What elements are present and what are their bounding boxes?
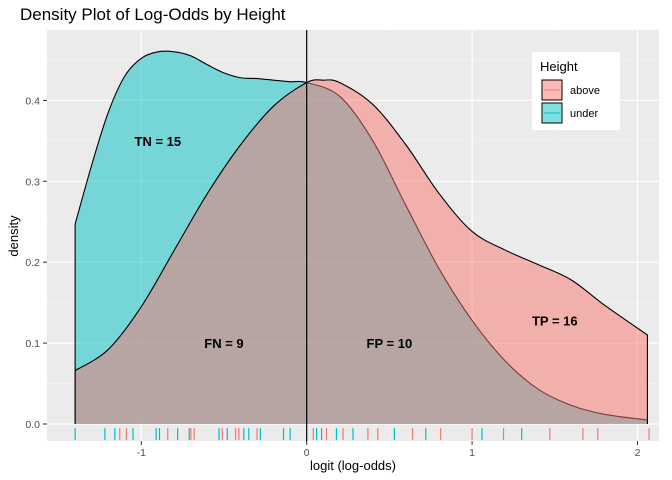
- y-tick-label: 0.0: [25, 419, 40, 431]
- annotation-label: FN = 9: [204, 336, 243, 351]
- annotation-label: FP = 10: [367, 336, 413, 351]
- rug-marks: [74, 428, 650, 440]
- x-tick-label: 2: [635, 447, 641, 459]
- x-tick-label: -1: [137, 447, 146, 459]
- density-series: [74, 30, 648, 441]
- x-tick-label: 0: [304, 447, 310, 459]
- x-axis-title: logit (log-odds): [310, 458, 396, 473]
- legend-label-under: under: [570, 108, 598, 120]
- annotation-label: TP = 16: [532, 313, 578, 328]
- y-tick-label: 0.1: [25, 338, 40, 350]
- chart-title: Density Plot of Log-Odds by Height: [20, 5, 286, 24]
- density-line-above: [74, 79, 648, 425]
- legend-label-above: above: [570, 85, 600, 97]
- annotation-label: TN = 15: [135, 134, 182, 149]
- legend: Height above under: [532, 52, 620, 130]
- y-axis-title: density: [6, 215, 21, 257]
- y-tick-label: 0.2: [25, 257, 40, 269]
- annotations: TN = 15 FN = 9 FP = 10 TP = 16: [135, 134, 578, 351]
- y-axis-ticks: 0.0 0.1 0.2 0.3 0.4: [25, 95, 47, 431]
- legend-title: Height: [540, 59, 578, 74]
- y-tick-label: 0.3: [25, 176, 40, 188]
- density-area-above: [75, 79, 648, 425]
- x-tick-label: 1: [469, 447, 475, 459]
- x-axis-ticks: -1 0 1 2: [137, 441, 641, 459]
- y-tick-label: 0.4: [25, 95, 40, 107]
